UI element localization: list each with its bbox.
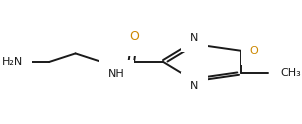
Text: O: O [129,30,139,43]
Text: H₂N: H₂N [2,57,24,67]
Text: N: N [190,81,199,91]
Text: O: O [249,46,258,56]
Text: CH₃: CH₃ [280,68,301,78]
Text: N: N [190,33,199,43]
Text: NH: NH [108,69,125,79]
